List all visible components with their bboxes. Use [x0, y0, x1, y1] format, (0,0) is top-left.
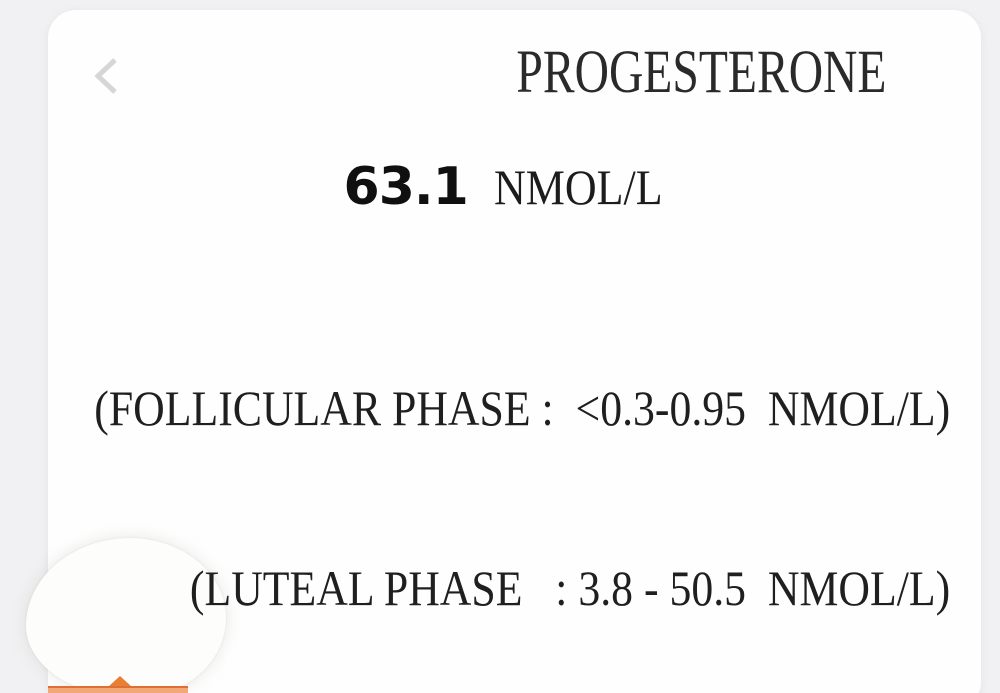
triangle-icon — [108, 676, 132, 687]
partially-visible-graphic — [48, 676, 188, 693]
reference-range-follicular: (FOLLICULAR PHASE : <0.3-0.95 NMOL/L) — [94, 380, 950, 436]
reference-range-luteal: (LUTEAL PHASE : 3.8 - 50.5 NMOL/L) — [189, 560, 950, 616]
page-title: PROGESTERONE — [515, 39, 886, 106]
result-value-row: 63.1 NMOL/L — [48, 161, 981, 213]
result-card: PROGESTERONE 63.1 NMOL/L (FOLLICULAR PHA… — [26, 10, 981, 693]
back-button[interactable] — [84, 48, 128, 104]
reference-ranges-block: (FOLLICULAR PHASE : <0.3-0.95 NMOL/L) (L… — [0, 258, 950, 693]
white-blob-overlay — [26, 538, 226, 693]
result-value: 63.1 — [343, 157, 469, 217]
result-unit: NMOL/L — [493, 159, 663, 215]
orange-bar-shape — [48, 686, 188, 693]
chevron-left-icon — [94, 58, 117, 94]
